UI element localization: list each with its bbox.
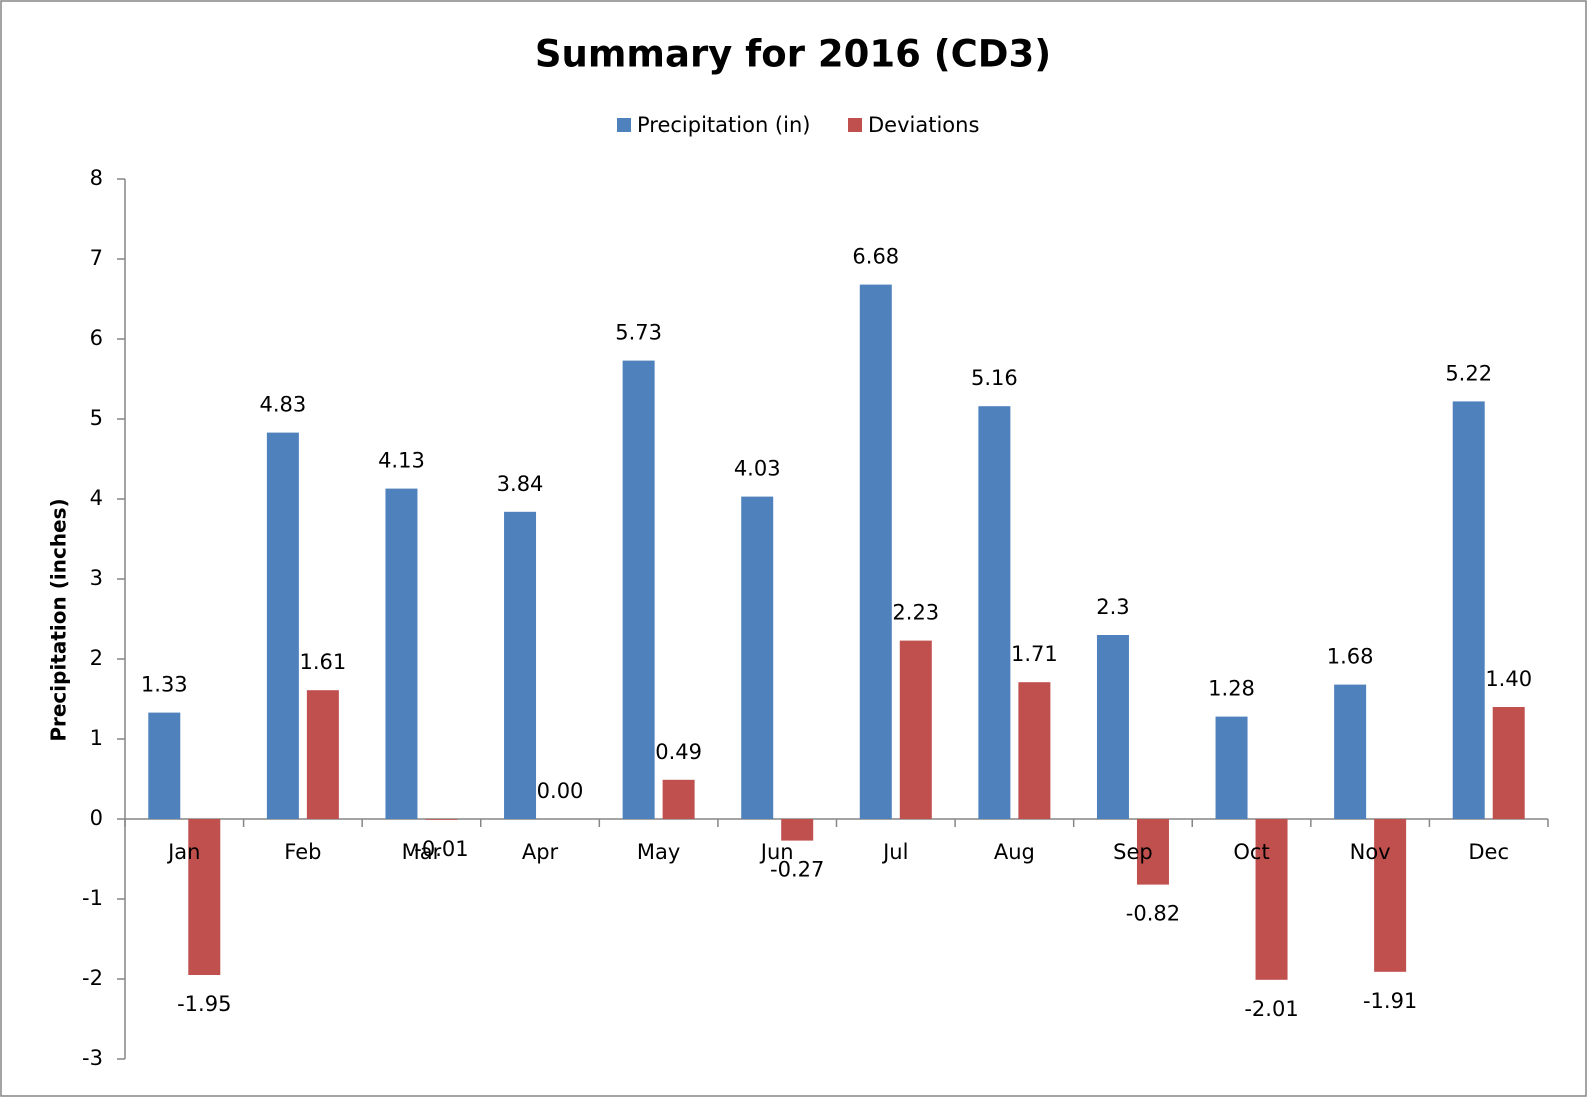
data-label: -2.01 xyxy=(1244,997,1298,1021)
bar xyxy=(741,496,774,819)
data-label: 0.49 xyxy=(655,740,702,764)
data-label: 1.40 xyxy=(1485,667,1532,691)
data-label: 1.71 xyxy=(1011,642,1058,666)
bar xyxy=(1215,716,1248,819)
x-tick-label: Feb xyxy=(284,840,321,864)
bar xyxy=(1374,819,1407,972)
bar xyxy=(306,690,339,819)
data-label: 4.83 xyxy=(259,393,306,417)
x-tick-label: Jul xyxy=(881,840,908,864)
y-tick-label: -2 xyxy=(82,966,103,990)
bar xyxy=(859,284,892,820)
bar xyxy=(425,819,458,820)
x-tick-label: Aug xyxy=(994,840,1035,864)
data-label: 1.61 xyxy=(299,650,346,674)
bar xyxy=(1096,635,1129,819)
data-label: -0.01 xyxy=(414,837,468,861)
data-label: 2.23 xyxy=(892,601,939,625)
legend-swatch xyxy=(617,118,631,132)
y-tick-label: 3 xyxy=(90,566,103,590)
bar xyxy=(622,360,655,819)
data-label: 1.68 xyxy=(1327,645,1374,669)
bar xyxy=(266,432,299,819)
bar xyxy=(1136,819,1169,885)
x-tick-label: Nov xyxy=(1350,840,1391,864)
data-label: 6.68 xyxy=(852,245,899,269)
data-label: 1.28 xyxy=(1208,677,1255,701)
bar xyxy=(1452,401,1485,819)
data-label: 5.16 xyxy=(971,366,1018,390)
bar xyxy=(978,406,1011,819)
x-tick-label: Sep xyxy=(1113,840,1153,864)
y-tick-label: 1 xyxy=(90,726,103,750)
chart-title: Summary for 2016 (CD3) xyxy=(535,33,1051,76)
data-label: 2.3 xyxy=(1096,595,1129,619)
bar xyxy=(899,640,932,819)
data-label: -1.91 xyxy=(1363,989,1417,1013)
data-label: 1.33 xyxy=(141,673,188,697)
x-tick-label: Mar xyxy=(402,840,442,864)
bar xyxy=(1255,819,1288,980)
bar xyxy=(148,712,181,819)
legend-label: Deviations xyxy=(868,113,979,137)
bar xyxy=(504,511,537,819)
bar xyxy=(1018,682,1051,819)
bar xyxy=(781,819,814,841)
data-label: 4.13 xyxy=(378,449,425,473)
y-tick-label: 8 xyxy=(90,166,103,190)
data-label: 3.84 xyxy=(497,472,544,496)
y-tick-label: 7 xyxy=(90,246,103,270)
y-tick-label: 5 xyxy=(90,406,103,430)
data-label: 0.00 xyxy=(537,779,584,803)
data-label: 5.22 xyxy=(1445,361,1492,385)
y-tick-label: -1 xyxy=(82,886,103,910)
data-label: -1.95 xyxy=(177,992,231,1016)
y-axis-label: Precipitation (inches) xyxy=(47,498,71,741)
y-tick-label: -3 xyxy=(82,1046,103,1070)
bar xyxy=(385,488,418,819)
x-tick-label: Jun xyxy=(759,840,794,864)
bar xyxy=(662,779,695,819)
x-tick-label: May xyxy=(637,840,680,864)
data-label: 4.03 xyxy=(734,457,781,481)
y-tick-label: 2 xyxy=(90,646,103,670)
data-label: 5.73 xyxy=(615,321,662,345)
x-tick-label: Jan xyxy=(166,840,200,864)
y-tick-label: 4 xyxy=(90,486,103,510)
legend-swatch xyxy=(848,118,862,132)
bar xyxy=(1334,684,1367,819)
data-label: -0.27 xyxy=(770,858,824,882)
y-tick-label: 0 xyxy=(90,806,103,830)
bar xyxy=(1492,707,1525,819)
data-label: -0.82 xyxy=(1126,902,1180,926)
x-tick-label: Oct xyxy=(1233,840,1269,864)
x-tick-label: Dec xyxy=(1468,840,1509,864)
x-tick-label: Apr xyxy=(522,840,559,864)
legend-label: Precipitation (in) xyxy=(637,113,810,137)
y-tick-label: 6 xyxy=(90,326,103,350)
bar xyxy=(188,819,221,975)
